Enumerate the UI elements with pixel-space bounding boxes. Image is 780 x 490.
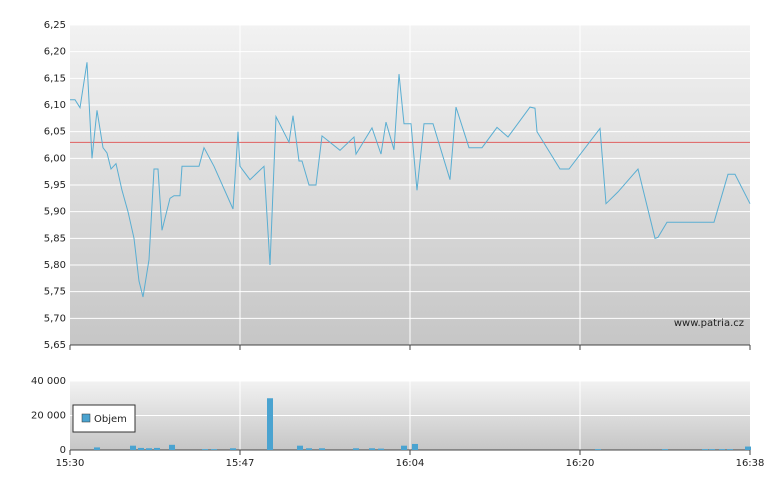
legend-label: Objem bbox=[94, 414, 127, 425]
volume-bar bbox=[745, 446, 751, 450]
volume-bar bbox=[211, 449, 217, 450]
y-tick-label: 5,90 bbox=[44, 207, 66, 218]
volume-bar bbox=[94, 447, 100, 450]
x-tick-label: 16:04 bbox=[396, 458, 425, 469]
y-tick-label: 40 000 bbox=[31, 376, 66, 387]
volume-bar bbox=[727, 449, 733, 450]
volume-bar bbox=[353, 448, 359, 450]
y-tick-label: 6,15 bbox=[44, 73, 66, 84]
volume-bar bbox=[154, 447, 160, 450]
volume-bar bbox=[709, 449, 715, 450]
watermark: www.patria.cz bbox=[674, 318, 744, 329]
y-tick-label: 5,85 bbox=[44, 233, 66, 244]
volume-bar bbox=[319, 448, 325, 450]
volume-bar bbox=[702, 449, 708, 450]
y-tick-label: 6,20 bbox=[44, 47, 66, 58]
y-tick-label: 5,75 bbox=[44, 287, 66, 298]
volume-bar bbox=[595, 449, 601, 450]
y-tick-label: 5,80 bbox=[44, 260, 66, 271]
x-tick-label: 15:30 bbox=[56, 458, 85, 469]
y-tick-label: 0 bbox=[60, 445, 66, 456]
y-tick-label: 6,25 bbox=[44, 20, 66, 31]
volume-bar bbox=[719, 449, 725, 450]
x-tick-label: 16:20 bbox=[566, 458, 595, 469]
volume-bar bbox=[378, 448, 384, 450]
volume-bar bbox=[230, 448, 236, 450]
x-tick-label: 16:38 bbox=[736, 458, 765, 469]
volume-bar bbox=[369, 448, 375, 450]
volume-bar bbox=[306, 448, 312, 450]
volume-bar bbox=[297, 445, 303, 450]
y-tick-label: 6,10 bbox=[44, 100, 66, 111]
y-tick-label: 5,70 bbox=[44, 313, 66, 324]
x-tick-label: 15:47 bbox=[226, 458, 255, 469]
volume-bar bbox=[202, 449, 208, 450]
y-tick-label: 5,95 bbox=[44, 180, 66, 191]
y-tick-label: 20 000 bbox=[31, 411, 66, 422]
price-line bbox=[70, 62, 751, 298]
volume-bar bbox=[267, 398, 273, 450]
y-tick-label: 6,00 bbox=[44, 153, 66, 164]
volume-bar bbox=[401, 445, 407, 450]
y-tick-label: 5,65 bbox=[44, 340, 66, 351]
volume-bar bbox=[662, 449, 668, 450]
volume-bar bbox=[130, 445, 136, 450]
y-tick-label: 6,05 bbox=[44, 127, 66, 138]
volume-bar bbox=[146, 448, 152, 450]
volume-bar bbox=[412, 443, 418, 450]
volume-bar bbox=[169, 444, 175, 450]
volume-bar bbox=[138, 447, 144, 450]
legend-swatch bbox=[81, 413, 91, 423]
legend-box bbox=[72, 404, 136, 433]
